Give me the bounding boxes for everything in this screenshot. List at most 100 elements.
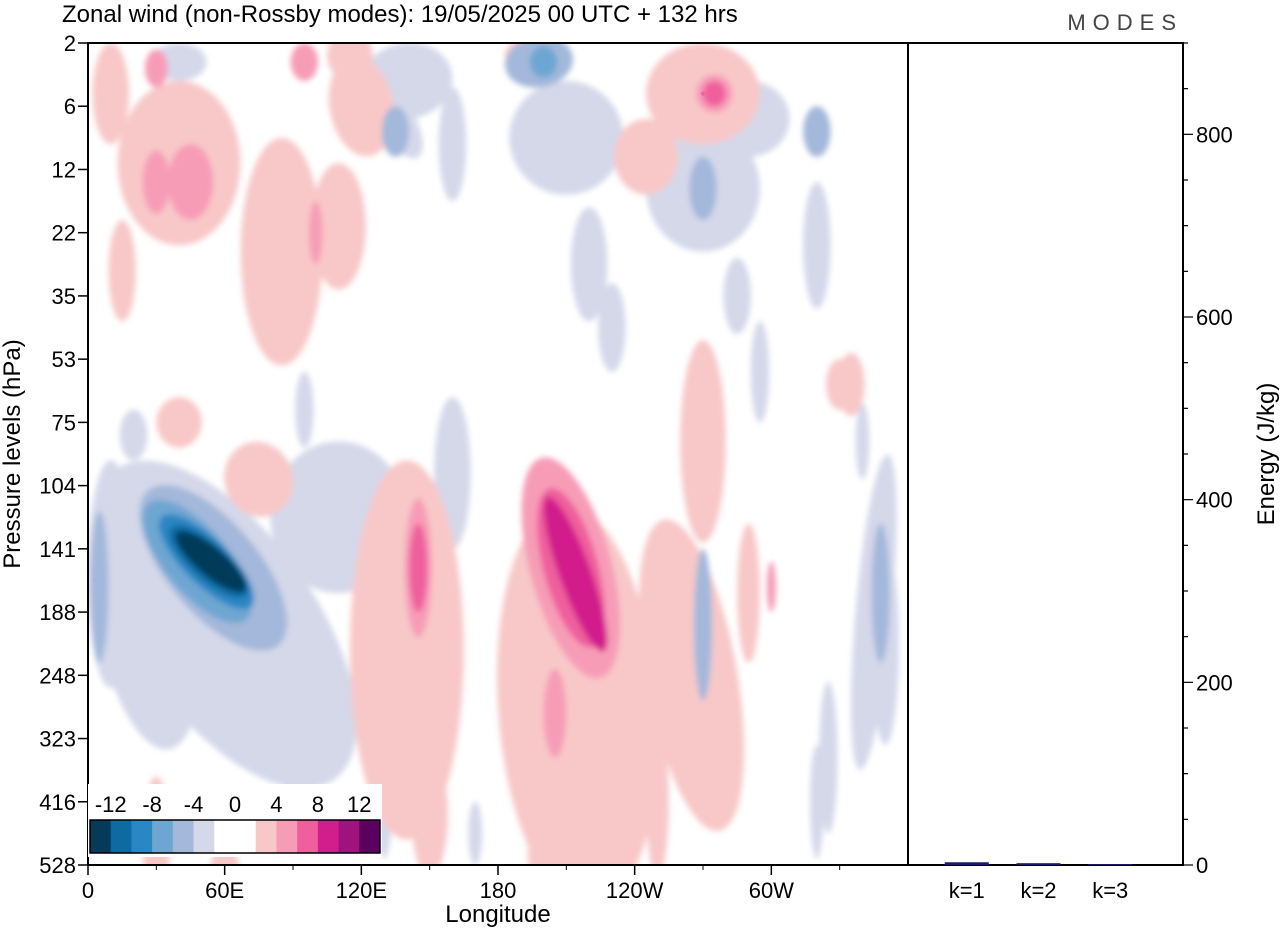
colorbar-swatch [90,820,112,853]
heatmap-field [88,43,899,865]
heatmap-blob-19 [750,321,770,423]
energy-frame [907,42,1184,866]
heatmap-blob-42 [156,397,202,448]
y-tick-label: 2 [64,31,76,56]
colorbar-label: -12 [95,792,127,817]
x-axis: 0 60E 120E 180 120W 60W [82,865,841,903]
feature-neg-upper [537,59,541,64]
heatmap-blob-26 [723,257,751,334]
heatmap-blobs [88,43,899,865]
feature-neg-core [206,565,211,570]
feature-neg-right [701,186,705,191]
y-tick-label: 35 [52,284,76,309]
colorbar-label: 8 [312,792,324,817]
heatmap-blob-74 [543,496,608,652]
heatmap-blob-27 [598,283,626,372]
heatmap-blob-38 [108,220,136,322]
feature-pos-lower-upper [701,91,705,96]
colorbar-swatch [172,820,195,853]
heatmap-blob-66 [381,106,410,157]
y-tick-label: 75 [52,410,76,435]
heatmap-blob-36 [311,163,366,290]
colorbar-swatch [131,820,153,853]
heatmap-blob-65 [693,548,713,701]
heatmap-blob-20 [855,403,870,480]
colorbar-swatch [276,820,298,853]
colorbar-frame [89,819,381,854]
energy-bar-label: k=1 [949,878,985,903]
feature-pos-upper-left [188,173,193,178]
heatmap-blob-81 [766,561,776,613]
heatmap-blob-80 [308,201,323,265]
heatmap-blob-67 [803,106,831,157]
x-tick-label: 60E [205,878,244,903]
colorbar-swatch [214,820,236,853]
colorbar-label: -8 [142,792,162,817]
energy-tick-label: 400 [1196,488,1233,513]
feature-pos-upper-mid [302,230,307,235]
y-tick-label: 248 [39,663,76,688]
chart-title: Zonal wind (non-Rossby modes): 19/05/202… [62,1,738,28]
heatmap-blob-24 [819,681,838,834]
heatmap-blob-35 [614,118,678,195]
heatmap-blob-45 [411,751,448,865]
feature-neg-low-left [92,578,97,583]
heatmap-blob-4 [119,409,148,461]
y-axis-right: 0 200 400 600 800 [1183,42,1233,878]
feature-pos-center-tail [552,736,557,741]
modes-logo: MODES [1067,10,1183,35]
heatmap-blob-52 [611,643,658,834]
colorbar-swatch [193,820,215,853]
colorbar-swatch [338,820,360,853]
heatmap-blob-18 [438,87,467,202]
feature-pos-center [568,565,573,570]
y-tick-label: 416 [39,790,76,815]
y-tick-label: 12 [52,157,76,182]
x-tick-label: 60W [749,878,794,903]
y-tick-label: 323 [39,727,76,752]
heatmap-blob-48 [327,43,373,81]
y-tick-label: 6 [64,94,76,119]
y-tick-label: 22 [52,221,76,246]
heatmap-blob-59 [186,546,236,590]
heatmap-blob-37 [328,56,394,157]
colorbar-label: -4 [184,792,204,817]
heatmap-blob-14 [570,207,608,322]
y-tick-label: 188 [39,600,76,625]
energy-bar-label: k=2 [1020,878,1056,903]
heatmap-blob-30 [349,460,464,840]
y-tick-label: 528 [39,853,76,878]
heatmap-blob-60 [90,510,109,663]
energy-bar [1088,864,1133,866]
energy-bar [1016,863,1061,865]
y-tick-label: 53 [52,347,76,372]
heatmap-blob-61 [871,523,890,663]
feature-pos-left-middle [416,565,421,570]
colorbar-swatch [255,820,277,853]
heatmap-blob-32 [527,719,583,865]
heatmap-blob-75 [543,668,567,758]
heatmap-blob-43 [737,523,760,663]
heatmap-blob-69 [142,150,170,214]
energy-axis-label: Energy (J/kg) [1253,383,1280,526]
energy-tick-label: 200 [1196,670,1233,695]
heatmap-blob-79 [290,43,319,81]
x-tick-label: 120W [606,878,664,903]
energy-tick-label: 0 [1196,853,1208,878]
colorbar-swatch [152,820,174,853]
heatmap-blob-25 [468,801,483,865]
energy-bar [944,862,989,865]
energy-tick-label: 800 [1196,122,1233,147]
y-axis-label: Pressure levels (hPa) [0,339,26,568]
heatmap-blob-41 [224,441,294,517]
colorbar-label: 0 [229,792,241,817]
y-tick-label: 141 [39,537,76,562]
colorbar: -12 -8 -4 0 4 8 12 [88,784,382,857]
heatmap-blob-77 [703,80,726,107]
x-axis-label: Longitude [445,901,550,928]
heatmap-blob-12 [509,80,624,195]
heatmap-blob-51 [680,340,726,543]
heatmap-blob-78 [144,49,168,88]
